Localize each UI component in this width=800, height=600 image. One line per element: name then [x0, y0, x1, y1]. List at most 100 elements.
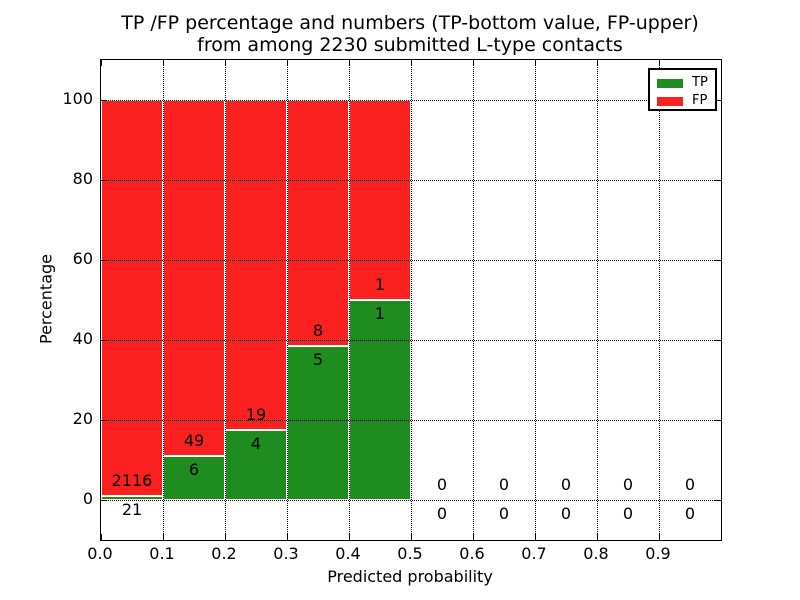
- fp-legend-swatch: [657, 96, 683, 106]
- x-tick-label: 0.8: [583, 544, 609, 563]
- tp-count-label: 0: [436, 504, 448, 523]
- tp-bar-segment: [349, 300, 411, 500]
- x-tick-mark: [473, 60, 474, 66]
- legend: TP FP: [648, 68, 717, 111]
- fp-bar-segment: [349, 100, 411, 300]
- fp-count-label: 2116: [111, 471, 153, 491]
- fp-bar-segment: [225, 100, 287, 431]
- tp-count-label: 0: [622, 504, 634, 523]
- x-tick-label: 0.9: [645, 544, 671, 563]
- x-gridline: [473, 60, 474, 540]
- y-tick-mark: [101, 500, 107, 501]
- tp-bar-segment: [163, 456, 225, 500]
- x-tick-label: 0.4: [335, 544, 361, 563]
- tp-legend-swatch: [657, 78, 683, 88]
- chart-title-line1: TP /FP percentage and numbers (TP-bottom…: [121, 12, 699, 34]
- y-tick-label: 0: [82, 489, 93, 508]
- x-gridline: [225, 60, 226, 540]
- x-axis-label: Predicted probability: [327, 567, 493, 586]
- x-tick-label: 0.5: [397, 544, 423, 563]
- x-tick-mark: [411, 534, 412, 540]
- tp-legend-label: TP: [692, 75, 708, 90]
- tp-count-label: 21: [121, 500, 143, 520]
- x-tick-mark: [659, 534, 660, 540]
- x-gridline: [411, 60, 412, 540]
- x-tick-mark: [225, 60, 226, 66]
- x-tick-mark: [597, 534, 598, 540]
- x-tick-mark: [411, 60, 412, 66]
- x-tick-mark: [535, 534, 536, 540]
- legend-item-fp: FP: [657, 93, 715, 109]
- x-gridline: [535, 60, 536, 540]
- y-tick-mark: [715, 420, 721, 421]
- y-tick-mark: [715, 340, 721, 341]
- y-tick-mark: [101, 420, 107, 421]
- fp-count-label: 8: [312, 321, 324, 341]
- plot-area: TP FP 2116 21 49 6 19 4 8 5 1 1 0 0 0 0 0 0 0 0 0 0: [100, 59, 722, 541]
- tp-count-label: 5: [312, 350, 324, 370]
- x-tick-mark: [597, 60, 598, 66]
- x-tick-mark: [101, 60, 102, 66]
- tp-bar-segment: [101, 496, 163, 500]
- tp-count-label: 0: [560, 504, 572, 523]
- fp-bar-segment: [101, 100, 163, 497]
- x-gridline: [597, 60, 598, 540]
- y-tick-mark: [715, 100, 721, 101]
- y-tick-mark: [715, 500, 721, 501]
- tp-count-label: 4: [250, 434, 262, 454]
- y-tick-mark: [715, 180, 721, 181]
- y-tick-mark: [101, 340, 107, 341]
- y-tick-label: 80: [72, 169, 93, 188]
- x-gridline: [659, 60, 660, 540]
- x-tick-mark: [287, 534, 288, 540]
- x-tick-mark: [535, 60, 536, 66]
- y-tick-label: 20: [72, 409, 93, 428]
- legend-item-tp: TP: [657, 75, 715, 91]
- fp-legend-label: FP: [692, 93, 708, 108]
- x-tick-mark: [101, 534, 102, 540]
- x-tick-mark: [163, 534, 164, 540]
- fp-bar-segment: [287, 100, 349, 347]
- y-tick-mark: [715, 260, 721, 261]
- tp-count-label: 0: [498, 504, 510, 523]
- fp-count-label: 0: [622, 475, 634, 494]
- chart-title: TP /FP percentage and numbers (TP-bottom…: [100, 12, 720, 56]
- x-tick-mark: [473, 534, 474, 540]
- x-tick-mark: [659, 60, 660, 66]
- x-gridline: [349, 60, 350, 540]
- fp-count-label: 49: [183, 431, 205, 451]
- fp-count-label: 19: [245, 405, 267, 425]
- fp-count-label: 0: [560, 475, 572, 494]
- y-tick-mark: [101, 180, 107, 181]
- tp-bar-segment: [287, 346, 349, 500]
- x-tick-label: 0.3: [273, 544, 299, 563]
- x-tick-mark: [225, 534, 226, 540]
- y-tick-label: 60: [72, 249, 93, 268]
- x-tick-label: 0.7: [521, 544, 547, 563]
- fp-bar-segment: [163, 100, 225, 457]
- fp-count-label: 0: [436, 475, 448, 494]
- x-tick-label: 0.1: [149, 544, 175, 563]
- tp-count-label: 6: [188, 460, 200, 480]
- x-tick-mark: [721, 534, 722, 540]
- y-tick-mark: [101, 100, 107, 101]
- x-tick-mark: [721, 60, 722, 66]
- fp-count-label: 1: [374, 275, 386, 294]
- x-gridline: [287, 60, 288, 540]
- x-tick-mark: [163, 60, 164, 66]
- tp-count-label: 1: [374, 304, 386, 323]
- x-tick-mark: [349, 534, 350, 540]
- x-tick-mark: [349, 60, 350, 66]
- x-tick-label: 0.0: [87, 544, 113, 563]
- fp-count-label: 0: [498, 475, 510, 494]
- x-tick-label: 0.6: [459, 544, 485, 563]
- x-tick-mark: [287, 60, 288, 66]
- x-gridline: [163, 60, 164, 540]
- tp-count-label: 0: [684, 504, 696, 523]
- y-tick-label: 40: [72, 329, 93, 348]
- y-tick-mark: [101, 260, 107, 261]
- y-tick-label: 100: [62, 89, 93, 108]
- chart-title-line2: from among 2230 submitted L-type contact…: [197, 34, 623, 56]
- x-tick-label: 0.2: [211, 544, 237, 563]
